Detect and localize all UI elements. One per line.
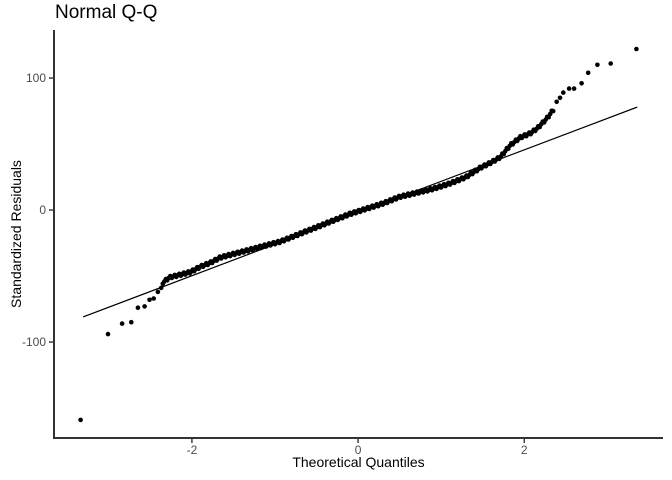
qq-point — [155, 289, 161, 295]
chart-title: Normal Q-Q — [55, 2, 158, 23]
qq-point — [595, 62, 600, 68]
y-tick-label: 0 — [39, 203, 46, 217]
x-axis-title: Theoretical Quantiles — [292, 454, 425, 470]
qq-point — [147, 297, 152, 303]
qq-point — [142, 304, 147, 309]
qq-point — [557, 95, 563, 101]
qq-point — [554, 99, 559, 105]
qq-point — [585, 70, 591, 76]
y-tick-label: 100 — [26, 71, 46, 85]
qq-point — [608, 61, 613, 66]
qq-point — [129, 319, 134, 325]
qq-point — [634, 46, 639, 52]
qq-point — [158, 285, 164, 291]
qq-point — [561, 90, 566, 95]
qq-point — [151, 296, 156, 301]
qq-point — [119, 321, 125, 326]
qq-point — [566, 86, 572, 91]
x-tick-label: 0 — [355, 443, 362, 457]
qq-points — [78, 46, 639, 423]
qq-point — [78, 417, 83, 423]
qq-point — [135, 305, 141, 311]
qq-point — [579, 81, 584, 86]
qq-point — [571, 86, 577, 91]
x-tick-label: -2 — [187, 443, 198, 457]
x-tick-label: 2 — [521, 443, 528, 457]
qq-point — [550, 108, 556, 114]
y-tick-label: -100 — [22, 335, 46, 349]
qq-point — [105, 331, 111, 337]
